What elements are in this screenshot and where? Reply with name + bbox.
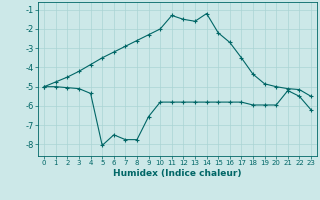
X-axis label: Humidex (Indice chaleur): Humidex (Indice chaleur) [113, 169, 242, 178]
